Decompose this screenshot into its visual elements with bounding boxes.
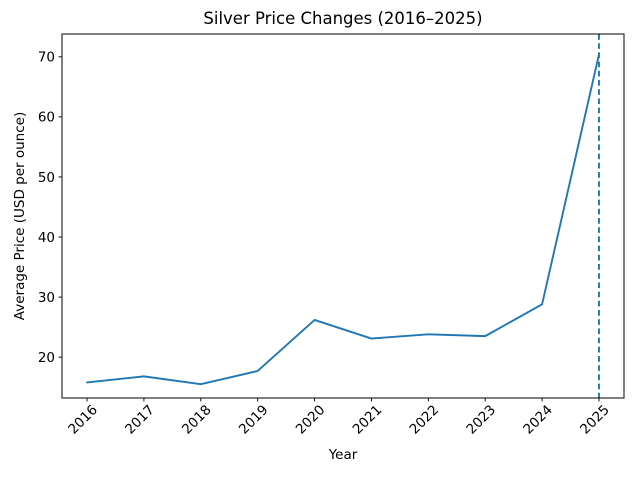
chart-title: Silver Price Changes (2016–2025): [203, 9, 483, 28]
x-axis-label: Year: [328, 447, 358, 463]
x-tick-label: 2022: [407, 402, 443, 438]
y-tick-label: 60: [38, 110, 55, 126]
silver-price-line: [86, 53, 600, 386]
x-tick-label: 2019: [236, 402, 272, 438]
x-tick-label: 2021: [350, 402, 386, 438]
x-tick-label: 2020: [293, 402, 329, 438]
y-tick-label: 20: [38, 350, 55, 366]
x-tick-label: 2023: [463, 402, 499, 438]
x-tick-label: 2017: [122, 402, 158, 438]
x-tick-label: 2018: [179, 402, 215, 438]
y-tick-label: 70: [38, 50, 55, 66]
x-tick-label: 2025: [577, 402, 613, 438]
y-tick-label: 40: [38, 230, 55, 246]
y-tick-label: 30: [38, 290, 55, 306]
axes-border: [61, 33, 625, 399]
x-tick-label: 2016: [65, 402, 101, 438]
x-tick-label: 2024: [520, 402, 556, 438]
y-tick-label: 50: [38, 170, 55, 186]
